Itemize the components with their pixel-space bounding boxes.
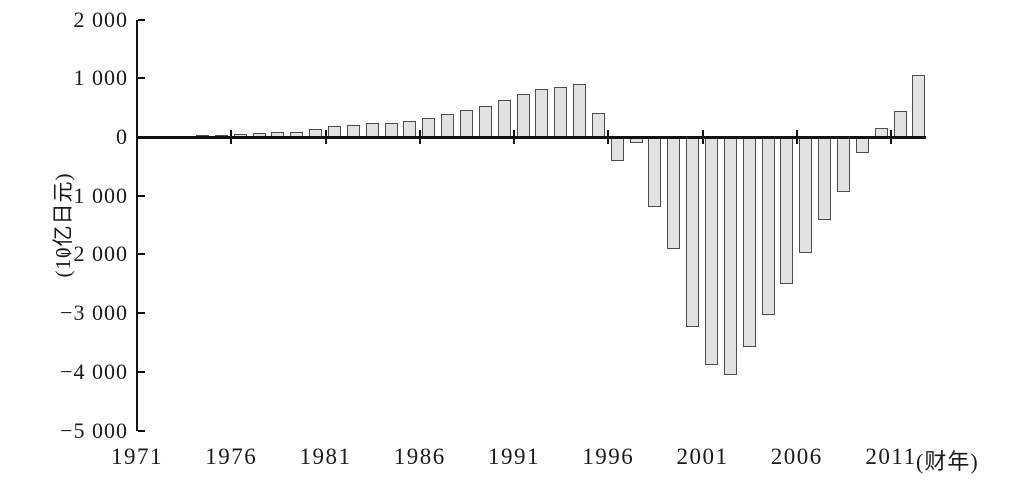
y-tick-label-0: 0 [116,124,128,149]
bar-2001 [705,137,718,365]
x-tick-label-1976: 1976 [205,444,258,469]
y-tick-label--4000: −4 000 [60,358,128,384]
y-tick-label--5000: −5 000 [60,417,128,443]
bar-1992 [535,89,549,137]
bar-1989 [478,105,492,137]
x-tick-label-2011: 2011 [865,444,917,469]
y-tick--3000 [138,312,145,315]
bar-1994 [573,84,587,137]
x-tick-label-1996: 1996 [582,444,635,469]
y-tick--1000 [138,194,145,197]
x-tick-label-2001: 2001 [676,444,729,469]
bar-2007 [818,137,832,221]
x-tick-1996 [607,130,610,144]
y-tick--4000 [138,370,145,373]
y-tick-label-2000: 2 000 [73,6,128,32]
y-tick-2000 [138,18,145,21]
x-axis-unit-label: (财年) [916,449,979,474]
x-tick-1991 [513,130,515,144]
bar-2003 [742,137,756,347]
bar-2006 [799,137,813,254]
bar-1986 [422,117,436,137]
x-tick-1971 [136,130,138,144]
x-tick-label-1991: 1991 [488,444,540,469]
x-tick-2011 [890,130,892,144]
y-tick-label--3000: −3 000 [60,300,128,326]
x-tick-1981 [324,130,327,144]
y-axis-unit-label: (10亿日元) [51,172,75,278]
y-axis-line [135,19,138,431]
x-tick-1976 [230,130,233,144]
bar-2012 [912,75,926,137]
bar-1987 [441,114,455,137]
x-tick-label-2006: 2006 [770,444,823,469]
bar-1996 [610,137,624,162]
bar-1991 [516,93,530,137]
y-tick-label--2000: −2 000 [60,241,128,267]
bar-2002 [723,137,737,375]
x-tick-label-1986: 1986 [393,444,446,469]
bar-2011 [893,110,907,137]
bar-2004 [761,137,775,315]
bar-1988 [459,110,473,137]
y-tick-label--1000: −1 000 [60,182,128,208]
bar-2008 [836,137,850,192]
x-tick-label-1971: 1971 [111,444,163,469]
bar-1993 [554,86,568,137]
bar-1998 [648,137,662,208]
bar-1995 [591,112,605,137]
y-tick--5000 [138,429,145,432]
x-tick-1986 [418,130,421,144]
x-axis-line [135,135,926,139]
bar-2009 [855,137,869,153]
y-tick-label-1000: 1 000 [73,65,128,91]
x-tick-2001 [701,130,704,144]
bar-1990 [497,100,511,137]
y-tick-0 [138,136,145,138]
y-tick-1000 [138,77,145,80]
x-tick-label-1981: 1981 [299,444,352,469]
x-tick-2006 [795,130,798,144]
bar-2000 [686,137,700,327]
y-tick--2000 [138,253,145,256]
bar-2005 [780,137,794,285]
bar-1999 [667,137,681,249]
